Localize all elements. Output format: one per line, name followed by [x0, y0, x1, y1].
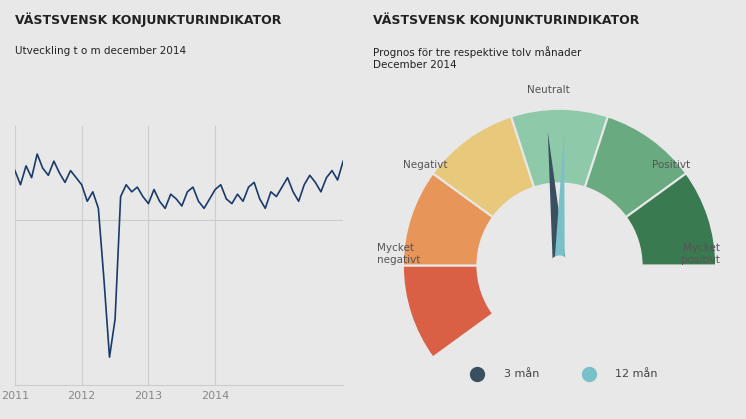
Text: Utveckling t o m december 2014: Utveckling t o m december 2014: [15, 46, 186, 56]
Polygon shape: [554, 131, 565, 266]
Wedge shape: [403, 266, 493, 357]
Text: Neutralt: Neutralt: [527, 85, 570, 95]
Text: VÄSTSVENSK KONJUNKTURINDIKATOR: VÄSTSVENSK KONJUNKTURINDIKATOR: [373, 13, 639, 27]
Polygon shape: [548, 132, 566, 266]
Text: Prognos för tre respektive tolv månader
December 2014: Prognos för tre respektive tolv månader …: [373, 46, 581, 70]
Text: Negativt: Negativt: [403, 160, 448, 170]
Wedge shape: [403, 173, 493, 266]
Text: Mycket
positivt: Mycket positivt: [681, 243, 720, 265]
Circle shape: [550, 256, 569, 275]
Wedge shape: [626, 173, 716, 266]
Text: VÄSTSVENSK KONJUNKTURINDIKATOR: VÄSTSVENSK KONJUNKTURINDIKATOR: [15, 13, 281, 27]
Text: Positivt: Positivt: [652, 160, 690, 170]
Wedge shape: [433, 116, 534, 217]
Text: Mycket
negativt: Mycket negativt: [377, 243, 420, 265]
Wedge shape: [585, 116, 686, 217]
Text: 3 mån: 3 mån: [504, 369, 539, 379]
Text: 12 mån: 12 mån: [615, 369, 658, 379]
Wedge shape: [511, 109, 608, 187]
